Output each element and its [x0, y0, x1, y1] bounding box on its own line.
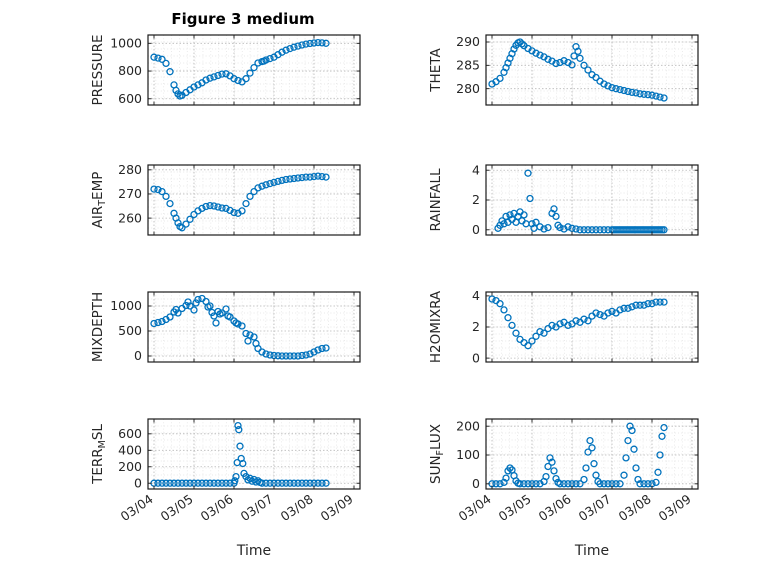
y-axis-label: MIXDEPTH: [90, 292, 106, 362]
y-tick-label: 0: [134, 475, 142, 490]
scatter-markers: [150, 172, 330, 232]
axes-box: [147, 291, 361, 363]
y-axis-label: TERRMSL: [90, 424, 108, 485]
plot-mixdepth: 0 500 1000 MIXDEPTH: [90, 291, 361, 363]
x-tick-label: 03/08: [616, 491, 654, 524]
scatter-markers: [150, 38, 330, 100]
plot-airtemp: 260 270 280 AIRTEMP: [90, 162, 361, 236]
scatter-markers: [494, 169, 668, 234]
subplot-air-temp: 260 270 280 AIRTEMP: [86, 159, 386, 247]
axes-box: [147, 164, 361, 236]
y-tick-label: 200: [118, 459, 142, 474]
y-tick-label: 4: [472, 162, 480, 177]
plot-theta: 280 285 290 THETA: [428, 34, 699, 106]
subplot-theta: 280 285 290 THETA: [424, 29, 724, 117]
y-axis-label: RAINFALL: [428, 168, 444, 231]
axes-box: [485, 34, 699, 106]
y-tick-label: 600: [118, 426, 142, 441]
plot-h2omixra: 0 2 4 H2OMIXRA: [428, 288, 699, 365]
axes-box: [147, 418, 361, 490]
y-tick-label: 800: [118, 63, 142, 78]
y-tick-label: 0: [472, 222, 480, 237]
y-axis-label: SUNFLUX: [428, 424, 446, 484]
y-axis-label: AIRTEMP: [90, 172, 108, 229]
x-tick-label: 03/07: [576, 491, 614, 524]
x-tick-label: 03/06: [536, 491, 574, 524]
y-tick-label: 1000: [110, 298, 142, 313]
subplot-pressure: 600 800 1000 PRESSURE: [86, 29, 386, 117]
figure-title: Figure 3 medium: [171, 10, 315, 28]
subplot-mixdepth: 0 500 1000 MIXDEPTH: [86, 286, 386, 374]
y-tick-label: 285: [456, 58, 480, 73]
y-tick-label: 2: [472, 192, 480, 207]
y-tick-label: 1000: [110, 36, 142, 51]
subplot-h2omixra: 0 2 4 H2OMIXRA: [424, 286, 724, 374]
x-tick-label: 03/05: [496, 491, 534, 524]
y-tick-label: 0: [134, 348, 142, 363]
subplot-sun-flux: 0 100 200 SUNFLUX 03/04 03/05 03/06 03/07 03/08 0…: [424, 413, 724, 569]
x-axis-label: Time: [574, 543, 609, 559]
x-tick-label: 03/04: [456, 491, 494, 524]
y-tick-label: 280: [456, 81, 480, 96]
subplot-terr-msl: 0 200 400 600 TERRMSL 03/04 03/05 03/06 03/07 03/…: [86, 413, 386, 569]
y-tick-label: 290: [456, 34, 480, 49]
x-tick-label: 03/05: [158, 491, 196, 524]
x-tick-label: 03/09: [656, 491, 694, 524]
plot-pressure: 600 800 1000 PRESSURE: [90, 34, 361, 106]
y-tick-label: 2: [472, 319, 480, 334]
x-tick-label: 03/07: [238, 491, 276, 524]
y-tick-label: 280: [118, 162, 142, 177]
y-tick-label: 400: [118, 442, 142, 457]
axes-box: [147, 34, 361, 106]
x-tick-label: 03/04: [118, 491, 156, 524]
scatter-markers: [150, 294, 330, 360]
plot-sunflux: 0 100 200 SUNFLUX 03/04 03/05 03/06 03/07 03/08 0…: [428, 418, 699, 559]
subplot-rainfall: 0 2 4 RAINFALL: [424, 159, 724, 247]
x-tick-label: 03/08: [278, 491, 316, 524]
y-axis-label: THETA: [428, 48, 444, 93]
y-tick-label: 200: [456, 418, 480, 433]
y-tick-label: 500: [118, 323, 142, 338]
y-tick-label: 100: [456, 447, 480, 462]
scatter-markers: [488, 295, 668, 350]
scatter-markers: [150, 421, 330, 487]
x-axis-label: Time: [236, 543, 271, 559]
plot-rainfall: 0 2 4 RAINFALL: [428, 162, 699, 237]
scatter-markers: [488, 38, 668, 102]
x-tick-label: 03/09: [318, 491, 356, 524]
y-axis-label: H2OMIXRA: [428, 290, 444, 363]
scatter-markers: [488, 422, 668, 488]
y-axis-label: PRESSURE: [90, 35, 106, 106]
y-tick-label: 260: [118, 210, 142, 225]
axes-box: [485, 418, 699, 490]
x-tick-label: 03/06: [198, 491, 236, 524]
y-tick-label: 0: [472, 476, 480, 491]
y-tick-label: 270: [118, 186, 142, 201]
y-tick-label: 4: [472, 288, 480, 303]
y-tick-label: 600: [118, 91, 142, 106]
y-tick-label: 0: [472, 350, 480, 365]
